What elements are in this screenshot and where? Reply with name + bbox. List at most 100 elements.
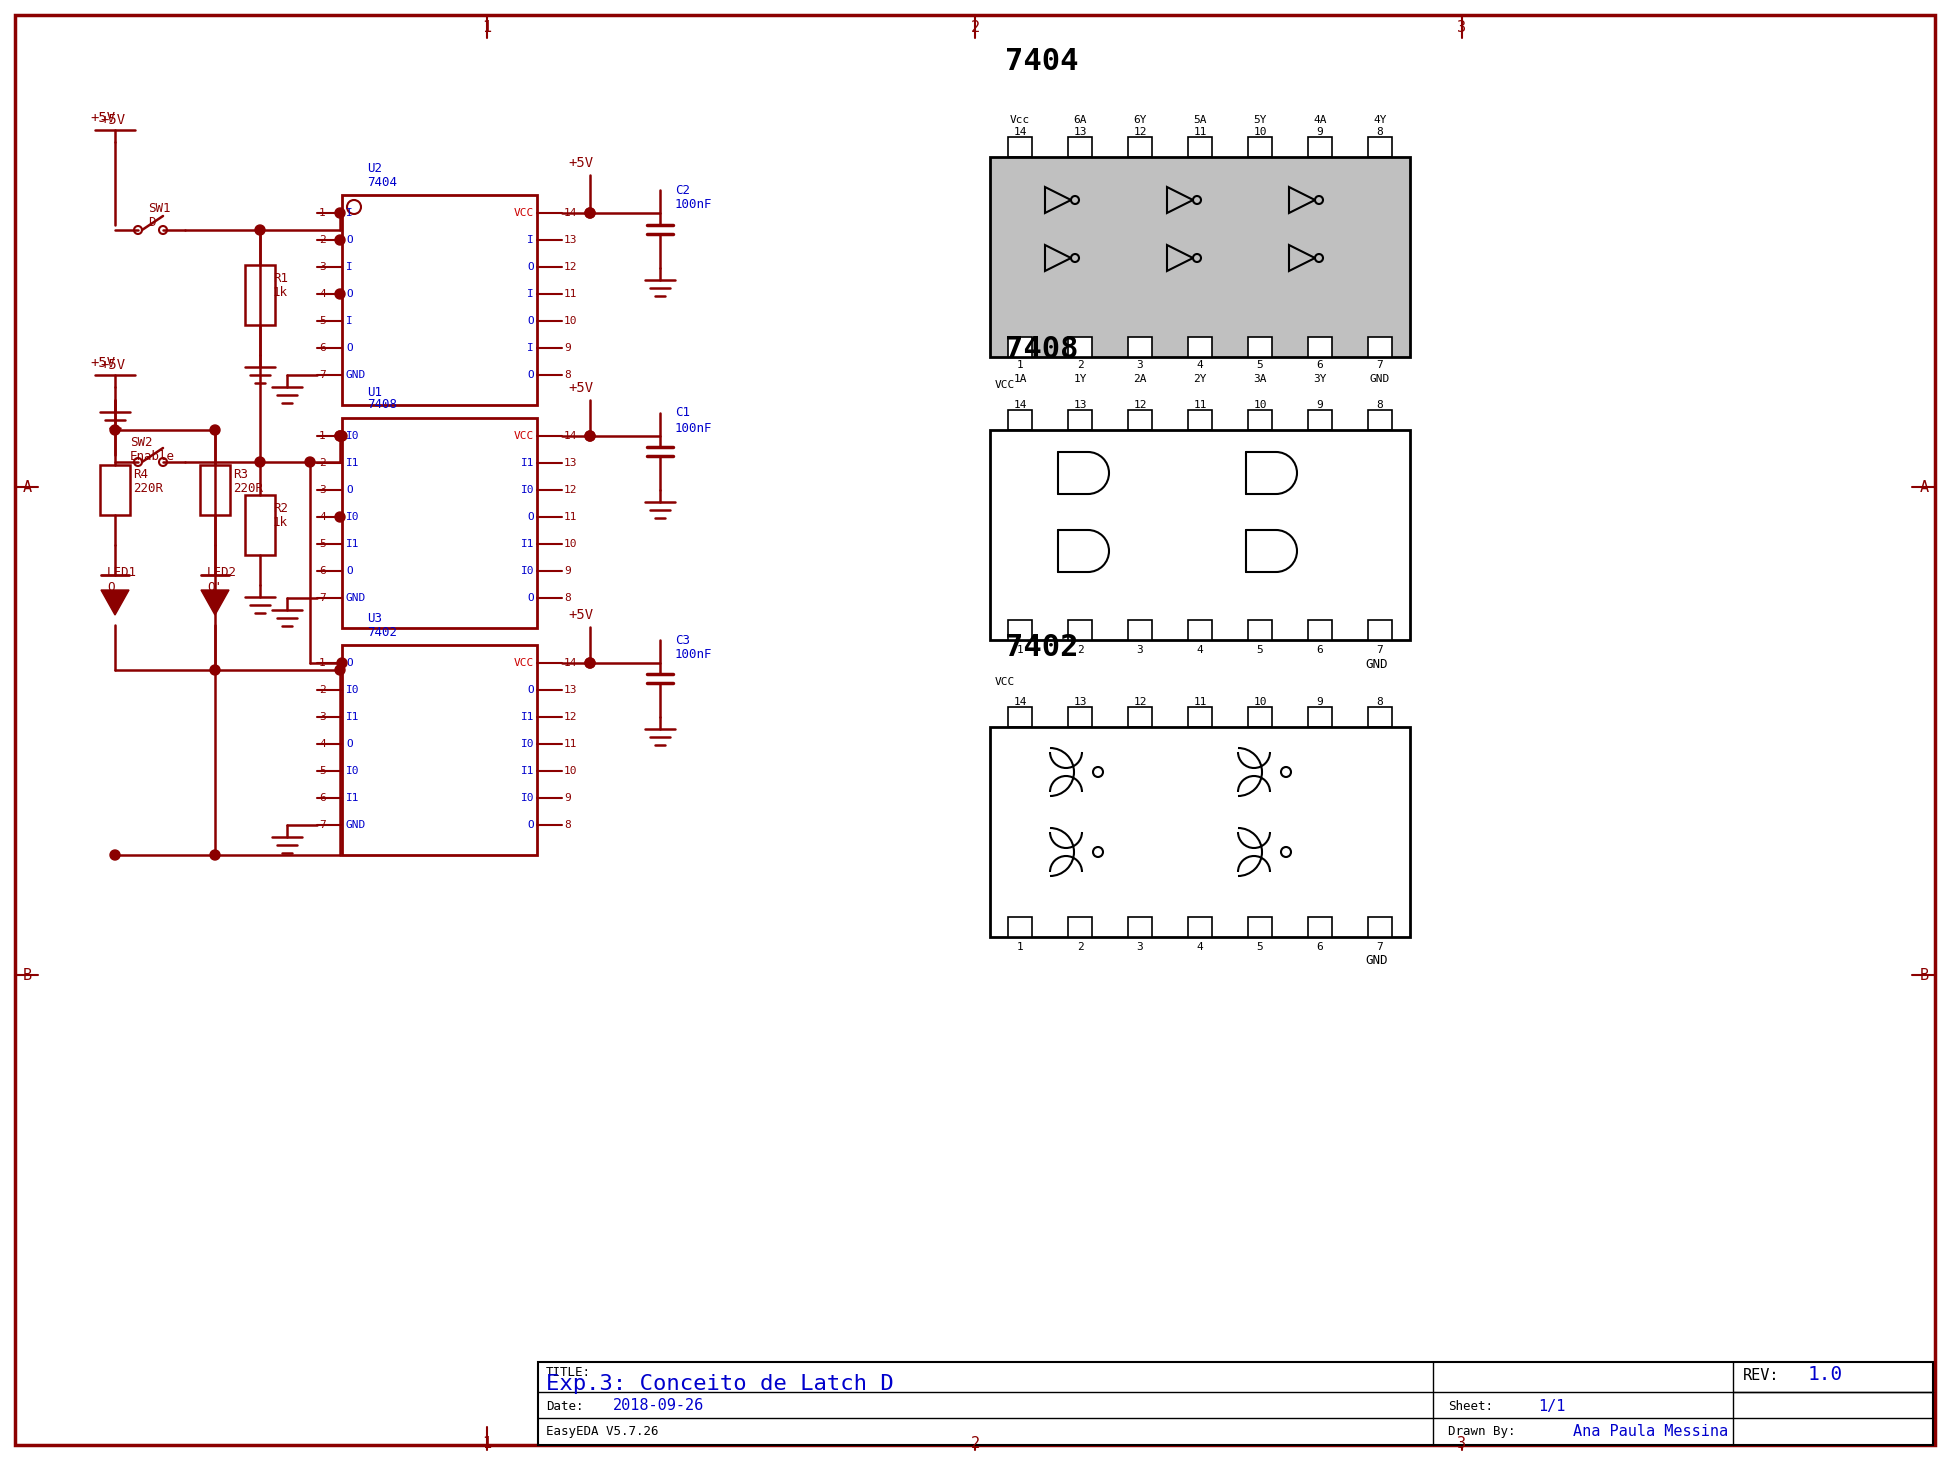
Bar: [1188, 916, 1213, 937]
Text: 3: 3: [1457, 1436, 1466, 1451]
Text: I0: I0: [521, 567, 534, 575]
Text: Q: Q: [107, 581, 115, 593]
Text: 14: 14: [1014, 697, 1028, 707]
Bar: [1188, 619, 1213, 640]
Circle shape: [335, 208, 345, 218]
Text: C1: C1: [675, 407, 690, 420]
Text: O: O: [345, 343, 353, 353]
Bar: [1188, 138, 1213, 157]
Bar: [1188, 707, 1213, 728]
Text: 100nF: 100nF: [675, 199, 712, 211]
Text: A: A: [23, 480, 31, 495]
Text: 2Y: 2Y: [1193, 373, 1207, 384]
Text: 2: 2: [320, 458, 326, 468]
Text: I1: I1: [345, 458, 359, 468]
Text: O: O: [345, 485, 353, 495]
Text: Date:: Date:: [546, 1400, 583, 1413]
Bar: [1127, 619, 1152, 640]
Text: R1: R1: [273, 271, 289, 284]
Bar: [991, 157, 1410, 357]
Text: 5: 5: [1256, 360, 1264, 370]
Bar: [1308, 337, 1332, 357]
Text: 6: 6: [320, 343, 326, 353]
Bar: [1369, 337, 1392, 357]
Bar: [1069, 916, 1092, 937]
Text: 11: 11: [1193, 400, 1207, 410]
Bar: [1369, 916, 1392, 937]
Text: 14: 14: [564, 208, 577, 218]
Bar: [1188, 410, 1213, 430]
Text: +5V: +5V: [99, 113, 125, 127]
Bar: [1008, 707, 1032, 728]
Text: 6Y: 6Y: [1133, 116, 1147, 124]
Bar: [1069, 138, 1092, 157]
Text: O: O: [526, 316, 534, 326]
Text: I: I: [526, 343, 534, 353]
Text: 3: 3: [1137, 360, 1143, 370]
Text: 14: 14: [1014, 127, 1028, 138]
Text: 2: 2: [1076, 646, 1084, 654]
Text: 8: 8: [564, 820, 571, 830]
Text: 8: 8: [564, 370, 571, 381]
Text: 13: 13: [564, 236, 577, 244]
Text: 14: 14: [564, 430, 577, 441]
Text: I0: I0: [345, 766, 359, 776]
Circle shape: [585, 430, 595, 441]
Bar: [1369, 410, 1392, 430]
Text: +5V: +5V: [90, 356, 115, 370]
Text: 2018-09-26: 2018-09-26: [612, 1398, 704, 1414]
Bar: [1127, 138, 1152, 157]
Bar: [1188, 337, 1213, 357]
Text: 3: 3: [320, 712, 326, 722]
Circle shape: [211, 425, 220, 435]
Text: +5V: +5V: [567, 157, 593, 170]
Circle shape: [585, 208, 595, 218]
Bar: [1127, 337, 1152, 357]
Text: SW1: SW1: [148, 202, 170, 215]
Text: 2: 2: [320, 236, 326, 244]
Text: 12: 12: [564, 485, 577, 495]
Text: 1: 1: [482, 20, 491, 35]
Text: 10: 10: [1254, 400, 1268, 410]
Bar: [201, 466, 230, 515]
Text: B: B: [23, 968, 31, 982]
Circle shape: [585, 430, 595, 441]
Text: 8: 8: [1377, 127, 1383, 138]
Text: 7: 7: [1377, 360, 1383, 370]
Text: 14: 14: [1014, 400, 1028, 410]
Bar: [1248, 619, 1271, 640]
Polygon shape: [101, 590, 129, 615]
Bar: [1369, 138, 1392, 157]
Text: 100nF: 100nF: [675, 649, 712, 662]
Text: O: O: [526, 370, 534, 381]
Circle shape: [337, 430, 347, 441]
Bar: [1248, 138, 1271, 157]
Text: 1: 1: [1016, 941, 1024, 952]
Circle shape: [109, 851, 121, 859]
Bar: [246, 495, 275, 555]
Text: 9: 9: [1316, 400, 1324, 410]
Bar: [1308, 619, 1332, 640]
Bar: [1069, 410, 1092, 430]
Text: 1/1: 1/1: [1539, 1398, 1566, 1414]
Text: 8: 8: [1377, 697, 1383, 707]
Text: VCC: VCC: [994, 381, 1016, 389]
Text: LED2: LED2: [207, 567, 238, 580]
Bar: [1127, 916, 1152, 937]
Bar: [246, 265, 275, 325]
Bar: [991, 430, 1410, 640]
Text: 1k: 1k: [273, 515, 289, 529]
Text: 12: 12: [1133, 400, 1147, 410]
Text: +5V: +5V: [90, 111, 115, 124]
Text: 7: 7: [1377, 941, 1383, 952]
Bar: [341, 419, 536, 628]
Text: 9: 9: [1316, 127, 1324, 138]
Text: I1: I1: [521, 539, 534, 549]
Text: O: O: [526, 262, 534, 272]
Text: GND: GND: [345, 370, 367, 381]
Text: I1: I1: [345, 793, 359, 802]
Text: 5: 5: [1256, 941, 1264, 952]
Text: I: I: [526, 236, 534, 244]
Bar: [1248, 337, 1271, 357]
Text: O: O: [526, 685, 534, 695]
